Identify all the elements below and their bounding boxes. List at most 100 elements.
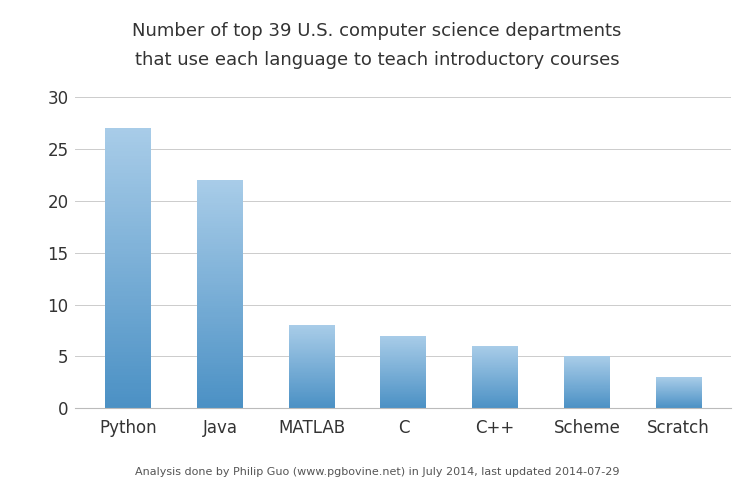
- Bar: [197, 274, 243, 276]
- Bar: [381, 389, 426, 390]
- Bar: [289, 381, 335, 382]
- Bar: [381, 404, 426, 405]
- Bar: [381, 355, 426, 356]
- Bar: [472, 371, 518, 372]
- Bar: [289, 369, 335, 370]
- Bar: [381, 345, 426, 346]
- Bar: [472, 349, 518, 350]
- Bar: [381, 375, 426, 376]
- Bar: [106, 394, 151, 397]
- Bar: [106, 316, 151, 319]
- Bar: [381, 388, 426, 389]
- Bar: [289, 347, 335, 348]
- Bar: [472, 362, 518, 363]
- Bar: [106, 397, 151, 400]
- Bar: [289, 386, 335, 387]
- Bar: [289, 394, 335, 395]
- Bar: [289, 334, 335, 335]
- Bar: [564, 373, 610, 374]
- Bar: [197, 294, 243, 296]
- Bar: [289, 336, 335, 337]
- Bar: [197, 381, 243, 383]
- Bar: [381, 385, 426, 386]
- Bar: [472, 385, 518, 386]
- Bar: [197, 312, 243, 315]
- Bar: [197, 367, 243, 369]
- Bar: [106, 187, 151, 190]
- Text: that use each language to teach introductory courses: that use each language to teach introduc…: [135, 51, 619, 69]
- Bar: [197, 203, 243, 205]
- Bar: [289, 349, 335, 350]
- Bar: [289, 388, 335, 389]
- Bar: [564, 386, 610, 387]
- Bar: [106, 156, 151, 159]
- Bar: [381, 356, 426, 357]
- Bar: [381, 366, 426, 367]
- Bar: [106, 148, 151, 151]
- Bar: [106, 405, 151, 408]
- Bar: [106, 279, 151, 282]
- Bar: [197, 353, 243, 356]
- Bar: [472, 376, 518, 377]
- Bar: [197, 338, 243, 340]
- Bar: [106, 361, 151, 364]
- Bar: [564, 377, 610, 378]
- Bar: [106, 218, 151, 221]
- Bar: [472, 391, 518, 392]
- Bar: [106, 277, 151, 279]
- Bar: [197, 201, 243, 203]
- Bar: [564, 391, 610, 392]
- Bar: [197, 180, 243, 182]
- Bar: [564, 366, 610, 367]
- Bar: [472, 346, 518, 347]
- Bar: [472, 386, 518, 387]
- Bar: [472, 379, 518, 380]
- Bar: [197, 251, 243, 253]
- Bar: [472, 367, 518, 368]
- Bar: [197, 376, 243, 379]
- Bar: [197, 360, 243, 363]
- Bar: [106, 204, 151, 207]
- Bar: [106, 327, 151, 330]
- Bar: [197, 363, 243, 365]
- Bar: [472, 395, 518, 396]
- Bar: [381, 336, 426, 337]
- Bar: [197, 299, 243, 301]
- Bar: [289, 325, 335, 326]
- Bar: [197, 244, 243, 246]
- Bar: [106, 159, 151, 162]
- Bar: [289, 330, 335, 331]
- Bar: [289, 403, 335, 404]
- Bar: [106, 296, 151, 299]
- Bar: [197, 345, 243, 347]
- Bar: [289, 332, 335, 333]
- Bar: [197, 292, 243, 294]
- Bar: [381, 391, 426, 392]
- Bar: [197, 198, 243, 201]
- Bar: [472, 396, 518, 397]
- Bar: [564, 357, 610, 358]
- Bar: [106, 321, 151, 324]
- Bar: [106, 268, 151, 271]
- Bar: [197, 230, 243, 233]
- Bar: [197, 358, 243, 360]
- Bar: [106, 243, 151, 246]
- Bar: [197, 365, 243, 367]
- Bar: [381, 361, 426, 362]
- Bar: [472, 388, 518, 389]
- Bar: [106, 246, 151, 249]
- Bar: [197, 248, 243, 251]
- Bar: [381, 378, 426, 379]
- Bar: [289, 357, 335, 358]
- Bar: [472, 381, 518, 382]
- Bar: [197, 191, 243, 194]
- Bar: [472, 393, 518, 394]
- Bar: [564, 369, 610, 370]
- Bar: [472, 380, 518, 381]
- Bar: [197, 217, 243, 219]
- Bar: [564, 378, 610, 379]
- Bar: [106, 302, 151, 305]
- Bar: [472, 383, 518, 384]
- Bar: [381, 346, 426, 347]
- Bar: [289, 327, 335, 328]
